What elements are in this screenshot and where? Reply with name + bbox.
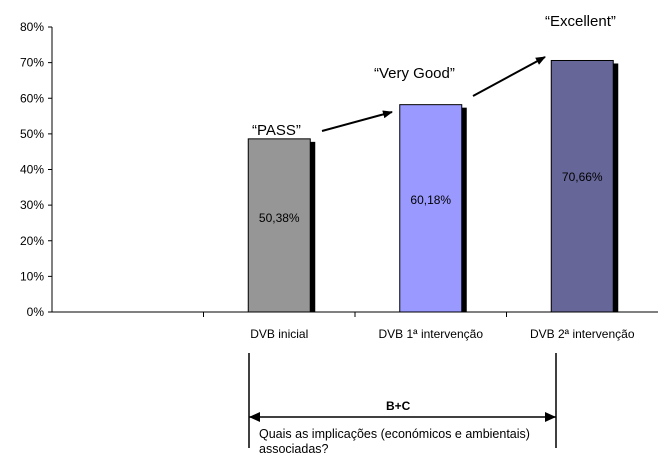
- bar-value-label: 70,66%: [562, 170, 603, 184]
- bar: [247, 138, 311, 313]
- bars: [247, 59, 619, 313]
- bracket-arrowhead-left: [249, 412, 260, 422]
- bracket-arrowhead-right: [545, 412, 556, 422]
- x-tick-label: DVB 1ª intervenção: [379, 327, 484, 341]
- annotation-excellent: “Excellent”: [545, 13, 616, 30]
- y-tick-label: 40%: [20, 163, 44, 177]
- y-tick-label: 50%: [20, 127, 44, 141]
- y-tick-label: 70%: [20, 56, 44, 70]
- y-tick-label: 80%: [20, 20, 44, 34]
- arrow-pass-to-very-good: [321, 110, 393, 132]
- arrow-very-good-to-excellent: [472, 56, 546, 97]
- labels: 50,38% DVB inicial 60,18% DVB 1ª intervençã…: [250, 170, 635, 341]
- y-tick-label: 0%: [27, 305, 45, 319]
- x-tick-label: DVB inicial: [250, 327, 308, 341]
- y-tick-label: 60%: [20, 91, 44, 105]
- y-tick-label: 10%: [20, 269, 44, 283]
- y-tick-label: 20%: [20, 234, 44, 248]
- y-tick-label: 30%: [20, 198, 44, 212]
- range-label: B+C: [386, 399, 411, 413]
- bar: [399, 104, 463, 313]
- annotation-very-good: “Very Good”: [374, 65, 455, 82]
- bar-value-label: 60,18%: [410, 193, 451, 207]
- range-note: Quais as implicações (económicos e ambie…: [259, 427, 530, 456]
- bar: [550, 59, 614, 313]
- x-tick-label: DVB 2ª intervenção: [530, 327, 635, 341]
- bar-value-label: 50,38%: [259, 211, 300, 225]
- annotation-pass: “PASS”: [252, 122, 301, 139]
- axes: 0% 10% 20% 30% 40% 50% 60% 70% 80%: [20, 20, 658, 319]
